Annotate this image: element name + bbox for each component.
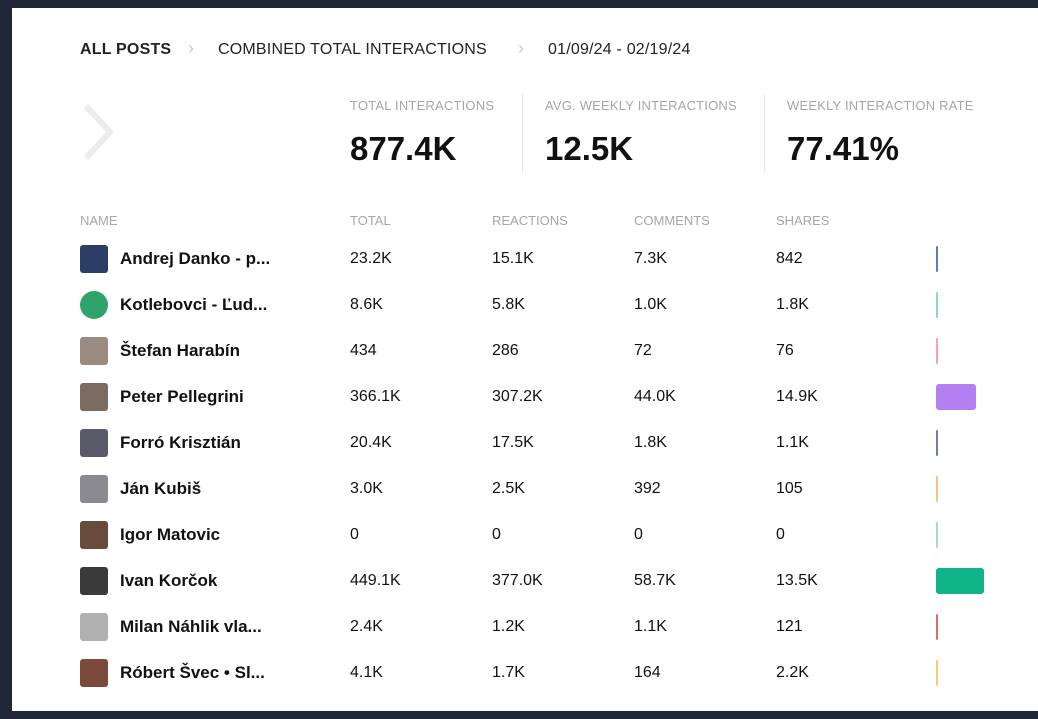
share-bar [936, 660, 938, 686]
row-value: 4.1K [350, 664, 383, 681]
row-value: 14.9K [776, 388, 818, 405]
share-bar [936, 522, 938, 548]
divider [764, 94, 765, 172]
row-value: 23.2K [350, 250, 392, 267]
column-header: TOTAL [350, 213, 391, 228]
avatar [80, 521, 108, 549]
row-value: 5.8K [492, 296, 525, 313]
avatar [80, 291, 108, 319]
avatar [80, 245, 108, 273]
avatar [80, 613, 108, 641]
stat-label: WEEKLY INTERACTION RATE [787, 98, 974, 113]
row-value: 20.4K [350, 434, 392, 451]
row-value: 286 [492, 342, 519, 359]
breadcrumb-item: 01/09/24 - 02/19/24 [548, 41, 691, 58]
row-name: Ivan Korčok [120, 571, 218, 590]
row-value: 1.1K [634, 618, 667, 635]
row-value: 58.7K [634, 572, 676, 589]
row-value: 1.2K [492, 618, 525, 635]
row-name: Štefan Harabín [120, 341, 240, 360]
share-bar [936, 338, 938, 364]
row-value: 7.3K [634, 250, 667, 267]
share-bar [936, 568, 984, 594]
row-value: 1.7K [492, 664, 525, 681]
stat-label: AVG. WEEKLY INTERACTIONS [545, 98, 737, 113]
row-value: 842 [776, 250, 803, 267]
row-value: 3.0K [350, 480, 383, 497]
row-value: 1.0K [634, 296, 667, 313]
row-value: 0 [634, 526, 643, 543]
row-name: Peter Pellegrini [120, 387, 244, 406]
column-header: SHARES [776, 213, 830, 228]
avatar [80, 659, 108, 687]
row-value: 449.1K [350, 572, 401, 589]
avatar [80, 475, 108, 503]
breadcrumb-separator: › [518, 38, 524, 58]
row-name: Forró Krisztián [120, 433, 241, 452]
stat-value: 12.5K [545, 130, 634, 167]
row-value: 76 [776, 342, 794, 359]
row-value: 13.5K [776, 572, 818, 589]
row-value: 2.4K [350, 618, 383, 635]
breadcrumb-item: ALL POSTS [80, 41, 172, 58]
avatar [80, 429, 108, 457]
row-name: Andrej Danko - p... [120, 249, 271, 268]
row-value: 164 [634, 664, 661, 681]
row-name: Milan Náhlik vla... [120, 617, 262, 636]
column-header: NAME [80, 213, 118, 228]
row-value: 0 [776, 526, 785, 543]
row-value: 1.1K [776, 434, 809, 451]
share-bar [936, 246, 938, 272]
row-value: 0 [350, 526, 359, 543]
row-value: 0 [492, 526, 501, 543]
row-value: 17.5K [492, 434, 534, 451]
collapsed-arrow [83, 103, 115, 161]
share-bar [936, 430, 938, 456]
share-bar [936, 476, 938, 502]
breadcrumb-item: COMBINED TOTAL INTERACTIONS [218, 41, 487, 58]
card: ALL POSTS COMBINED TOTAL INTERACTIONS 01/0… [12, 8, 1038, 711]
row-value: 121 [776, 618, 803, 635]
avatar [80, 337, 108, 365]
share-bar [936, 384, 976, 410]
row-value: 366.1K [350, 388, 401, 405]
row-value: 72 [634, 342, 652, 359]
row-value: 44.0K [634, 388, 676, 405]
row-value: 377.0K [492, 572, 543, 589]
stat-label: TOTAL INTERACTIONS [350, 98, 495, 113]
row-value: 15.1K [492, 250, 534, 267]
column-header: REACTIONS [492, 213, 568, 228]
row-value: 2.2K [776, 664, 809, 681]
row-value: 8.6K [350, 296, 383, 313]
breadcrumb-separator: › [188, 38, 194, 58]
divider [522, 94, 523, 172]
row-name: Róbert Švec • Sl... [120, 663, 265, 682]
row-value: 1.8K [776, 296, 809, 313]
row-value: 434 [350, 342, 377, 359]
row-name: Ján Kubiš [120, 479, 202, 498]
avatar [80, 383, 108, 411]
stat-value: 77.41% [787, 130, 899, 167]
row-value: 105 [776, 480, 803, 497]
row-value: 392 [634, 480, 661, 497]
row-value: 2.5K [492, 480, 525, 497]
row-name: Igor Matovic [120, 525, 221, 544]
row-value: 307.2K [492, 388, 543, 405]
row-name: Kotlebovci - Ľud... [120, 295, 268, 314]
stat-value: 877.4K [350, 130, 457, 167]
row-value: 1.8K [634, 434, 667, 451]
avatar [80, 567, 108, 595]
share-bar [936, 292, 938, 318]
column-header: COMMENTS [634, 213, 710, 228]
share-bar [936, 614, 938, 640]
